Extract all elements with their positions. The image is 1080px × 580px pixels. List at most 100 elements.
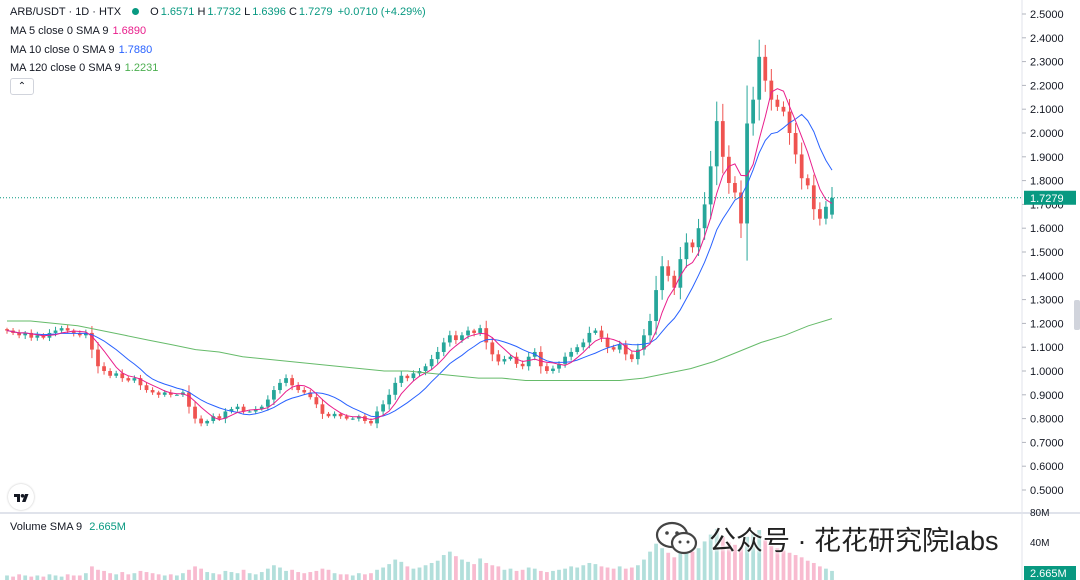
ma120-value: 1.2231	[124, 62, 159, 74]
tradingview-logo-icon[interactable]	[8, 484, 34, 510]
volume-bar	[617, 566, 622, 580]
candle-body	[156, 392, 161, 395]
candle-body	[484, 328, 489, 343]
price-tick-label: 1.5000	[1030, 247, 1064, 259]
change-value: +0.0710 (+4.29%)	[337, 6, 426, 18]
candle-body	[132, 378, 137, 381]
volume-bar	[53, 575, 58, 580]
volume-bar	[41, 576, 46, 580]
volume-bar	[775, 548, 780, 580]
candle-body	[660, 266, 665, 291]
volume-bar	[563, 568, 567, 580]
volume-legend[interactable]: Volume SMA 9 2.665M	[10, 521, 126, 533]
volume-bar	[96, 569, 100, 580]
volume-bar	[363, 574, 367, 580]
candle-body	[551, 368, 555, 371]
candle-body	[83, 332, 88, 336]
price-tick-label: 2.2000	[1030, 80, 1064, 92]
volume-bar	[460, 559, 464, 580]
volume-bar	[581, 565, 586, 580]
candle-body	[162, 392, 167, 395]
volume-bar	[102, 570, 106, 580]
volume-bar	[447, 551, 452, 580]
volume-tick-label: 80M	[1030, 508, 1049, 519]
volume-bar	[59, 576, 64, 580]
candle-body	[223, 411, 228, 419]
candle-body	[120, 373, 125, 379]
ma5-label: MA 5 close 0 SMA 9	[10, 25, 109, 37]
close-label: C	[288, 6, 297, 18]
volume-value: 2.665M	[89, 521, 126, 533]
candle-body	[168, 392, 173, 395]
candle-body	[90, 332, 94, 350]
volume-bar	[265, 568, 270, 580]
candle-body	[472, 330, 476, 333]
volume-bar	[575, 567, 580, 580]
volume-bar	[799, 557, 804, 580]
candle-body	[593, 330, 598, 333]
candle-body	[77, 332, 82, 336]
watermark-text: 公众号 · 花花研究院labs	[709, 525, 999, 556]
volume-bar	[805, 560, 810, 580]
symbol-legend[interactable]: ARB/USDT · 1D · HTX O 1.6571 H 1.7732 L 1.6…	[10, 6, 426, 18]
candle-body	[648, 321, 652, 336]
candle-body	[502, 359, 507, 362]
candle-body	[229, 409, 234, 412]
candle-body	[751, 99, 756, 124]
ma120-legend[interactable]: MA 120 close 0 SMA 9 1.2231	[10, 62, 158, 74]
candle-body	[387, 394, 392, 405]
volume-bar	[223, 570, 228, 580]
volume-bar	[423, 565, 428, 580]
candle-body	[381, 404, 385, 412]
volume-bar	[690, 551, 695, 580]
candle-body	[278, 382, 282, 391]
ma120-label: MA 120 close 0 SMA 9	[10, 62, 121, 74]
volume-bar	[65, 574, 70, 580]
volume-tick-label: 40M	[1030, 538, 1049, 549]
price-tick-label: 0.7000	[1030, 437, 1064, 449]
candle-body	[405, 375, 410, 379]
candle-body	[684, 242, 689, 260]
ma5-value: 1.6890	[112, 25, 147, 37]
price-tick-label: 2.0000	[1030, 128, 1064, 140]
scrollbar-handle	[1074, 300, 1080, 330]
candle-body	[102, 366, 106, 371]
price-tick-label: 1.4000	[1030, 271, 1064, 283]
volume-bar	[338, 574, 343, 580]
volume-bar	[11, 576, 15, 580]
volume-bar	[417, 567, 422, 580]
volume-bar	[739, 547, 743, 580]
candle-body	[17, 332, 22, 336]
candle-body	[757, 56, 762, 100]
volume-label: Volume SMA 9	[10, 521, 83, 533]
volume-bar	[733, 544, 737, 580]
volume-bar	[757, 530, 762, 580]
volume-bar	[381, 567, 385, 580]
volume-bar	[708, 534, 713, 580]
candle-body	[490, 342, 495, 355]
volume-bar	[599, 566, 604, 580]
candle-body	[71, 330, 76, 333]
ma10-line	[6, 113, 833, 418]
candle-body	[538, 351, 543, 367]
open-value: 1.6571	[160, 6, 195, 18]
volume-bar	[278, 567, 282, 580]
collapse-legend-button[interactable]: ⌃	[10, 78, 34, 95]
candle-body	[247, 411, 252, 413]
volume-bar	[569, 566, 574, 580]
candle-body	[435, 351, 440, 360]
volume-bar	[824, 568, 828, 580]
volume-bar	[399, 561, 404, 580]
volume-bar	[623, 568, 628, 580]
volume-bar	[781, 550, 786, 580]
ma5-legend[interactable]: MA 5 close 0 SMA 9 1.6890	[10, 25, 146, 37]
volume-bar	[793, 555, 798, 580]
candle-body	[290, 378, 294, 386]
candle-body	[599, 330, 604, 338]
candle-body	[296, 385, 301, 391]
candle-body	[799, 154, 804, 179]
ma10-legend[interactable]: MA 10 close 0 SMA 9 1.7880	[10, 44, 152, 56]
candle-body	[29, 332, 34, 338]
candle-body	[520, 363, 525, 367]
